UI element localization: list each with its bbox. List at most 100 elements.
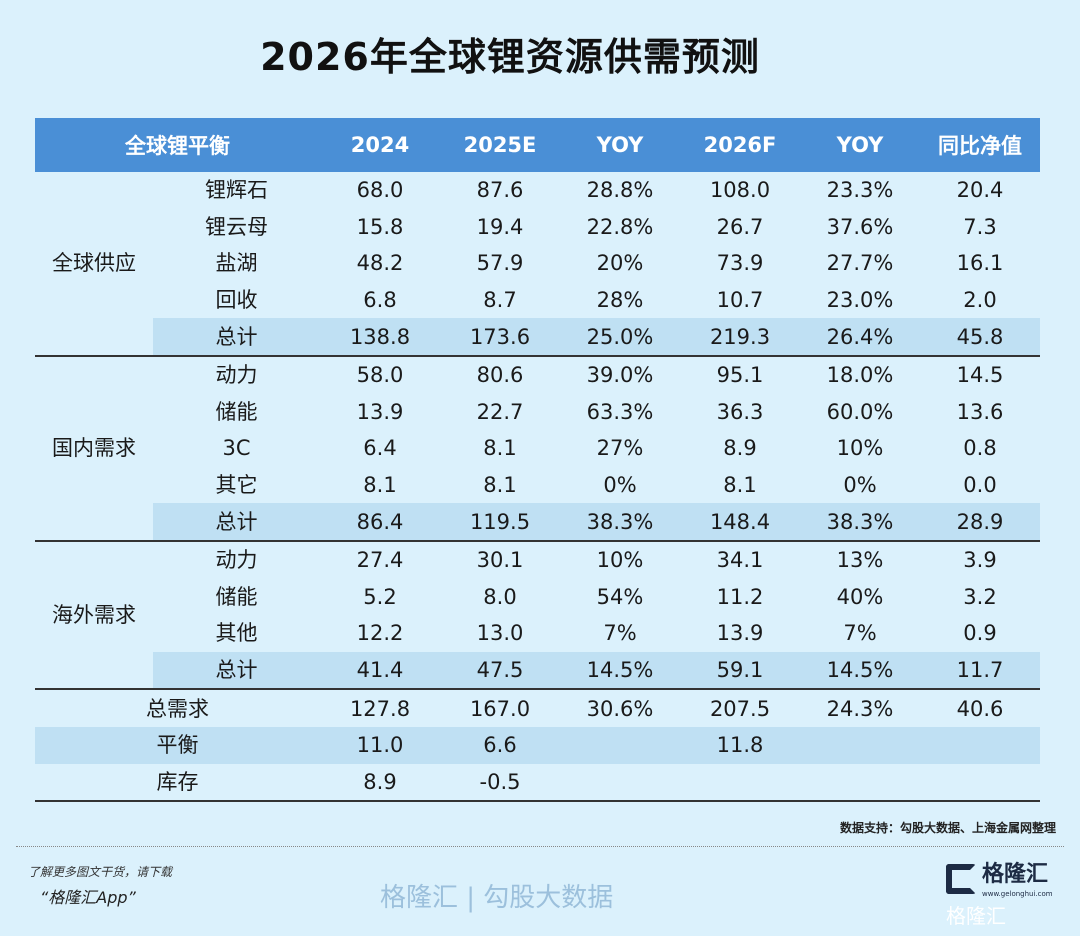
row-label: 动力 xyxy=(215,548,258,573)
row-label: 储能 xyxy=(215,584,258,609)
header-cell: 2025E xyxy=(440,118,560,172)
table-cell: 54% xyxy=(596,584,644,609)
table-cell: 57.9 xyxy=(476,251,524,276)
table-cell xyxy=(560,726,680,764)
table-cell: 37.6% xyxy=(826,214,894,239)
table-cell: 73.9 xyxy=(716,251,764,276)
table-row: 总计 41.4 47.5 14.5% 59.1 14.5% 11.7 xyxy=(35,651,1040,691)
row-label: 其他 xyxy=(215,621,258,646)
table-cell: 23.3% xyxy=(826,178,894,203)
promo-text: 了解更多图文干货，请下载 xyxy=(28,865,173,879)
table-cell: 87.6 xyxy=(476,178,524,203)
table-cell xyxy=(680,763,800,803)
table-cell: 68.0 xyxy=(356,178,404,203)
table-cell: 86.4 xyxy=(320,503,440,542)
table-cell: 22.7 xyxy=(476,399,524,424)
header-cell: 2024 xyxy=(320,118,440,172)
table-cell xyxy=(800,726,920,764)
table-cell: 15.8 xyxy=(356,214,404,239)
table-cell: 13.9 xyxy=(356,399,404,424)
table-cell: 219.3 xyxy=(680,318,800,357)
table-cell: 7% xyxy=(843,621,877,646)
promo-app-name: “格隆汇App” xyxy=(40,888,136,907)
table-cell: 13.9 xyxy=(716,621,764,646)
table-cell: 8.9 xyxy=(723,436,757,461)
table-row: 锂云母 15.8 19.4 22.8% 26.7 37.6% 7.3 xyxy=(35,209,1040,246)
table-cell xyxy=(920,763,1040,803)
table-row: 其它 8.1 8.1 0% 8.1 0% 0.0 xyxy=(35,467,1040,504)
table-cell: 26.7 xyxy=(716,214,764,239)
row-label: 锂云母 xyxy=(205,214,268,239)
logo-watermark-text: 格隆汇 xyxy=(946,904,1006,928)
group-label: 全球供应 xyxy=(35,172,153,357)
table-cell: 2.0 xyxy=(963,288,997,313)
table-cell: 27.7% xyxy=(826,251,894,276)
table-row: 海外需求 动力 27.4 30.1 10% 34.1 13% 3.9 xyxy=(35,540,1040,691)
row-label: 锂辉石 xyxy=(205,178,268,203)
table-cell: 6.4 xyxy=(363,436,397,461)
table-row: 回收 6.8 8.7 28% 10.7 23.0% 2.0 xyxy=(35,282,1040,319)
table-cell: 8.0 xyxy=(483,584,517,609)
table-cell: 138.8 xyxy=(320,318,440,357)
table-cell: 18.0% xyxy=(826,363,894,388)
table-cell: 38.3% xyxy=(560,503,680,542)
table-cell: 30.6% xyxy=(586,696,654,721)
table-cell: 14.5% xyxy=(560,651,680,691)
table-cell: 41.4 xyxy=(320,651,440,691)
table-cell: 34.1 xyxy=(716,548,764,573)
table-cell: 36.3 xyxy=(716,399,764,424)
header-cell: 同比净值 xyxy=(920,118,1040,172)
table-cell: 38.3% xyxy=(800,503,920,542)
table-cell: 11.7 xyxy=(920,651,1040,691)
table-cell: 13.6 xyxy=(956,399,1004,424)
row-label: 总计 xyxy=(153,651,320,691)
table-cell: 39.0% xyxy=(586,363,654,388)
table-cell: 27% xyxy=(596,436,644,461)
table-cell: 12.2 xyxy=(356,621,404,646)
table-cell xyxy=(560,763,680,803)
header-cell: 全球锂平衡 xyxy=(35,118,320,172)
header-cell: YOY xyxy=(800,118,920,172)
table-cell: 108.0 xyxy=(709,178,771,203)
row-label: 库存 xyxy=(35,763,320,803)
page-title: 2026年全球锂资源供需预测 xyxy=(260,35,760,79)
lithium-balance-table: 全球锂平衡 2024 2025E YOY 2026F YOY 同比净值 全球供应… xyxy=(35,118,1040,803)
table-cell: 60.0% xyxy=(826,399,894,424)
table-cell: 28.8% xyxy=(586,178,654,203)
table-cell: 59.1 xyxy=(680,651,800,691)
row-label: 平衡 xyxy=(35,726,320,764)
table-cell: 0% xyxy=(843,473,877,498)
table-cell: 5.2 xyxy=(363,584,397,609)
row-label: 总计 xyxy=(153,318,320,357)
row-label: 盐湖 xyxy=(215,251,258,276)
table-cell: 13% xyxy=(836,548,884,573)
table-cell: 8.1 xyxy=(723,473,757,498)
table-cell: 11.8 xyxy=(680,726,800,764)
table-cell: 16.1 xyxy=(956,251,1004,276)
table-cell: 95.1 xyxy=(716,363,764,388)
table-row: 总计 86.4 119.5 38.3% 148.4 38.3% 28.9 xyxy=(35,503,1040,542)
table-header-row: 全球锂平衡 2024 2025E YOY 2026F YOY 同比净值 xyxy=(35,118,1040,172)
table-cell: 6.8 xyxy=(363,288,397,313)
table-cell: 8.9 xyxy=(320,763,440,803)
table-cell: 28.9 xyxy=(920,503,1040,542)
table-cell: 25.0% xyxy=(560,318,680,357)
table-cell: 0.8 xyxy=(963,436,997,461)
table-cell: 45.8 xyxy=(920,318,1040,357)
table-cell: 48.2 xyxy=(356,251,404,276)
table-row: 全球供应 锂辉石 68.0 87.6 28.8% 108.0 23.3% 20.4 xyxy=(35,172,1040,357)
row-label: 3C xyxy=(222,436,251,461)
table-cell: 6.6 xyxy=(440,726,560,764)
table-row: 储能 5.2 8.0 54% 11.2 40% 3.2 xyxy=(35,579,1040,616)
table-cell: 19.4 xyxy=(476,214,524,239)
table-cell: 20% xyxy=(596,251,644,276)
table-cell: 7.3 xyxy=(963,214,997,239)
table-cell: 119.5 xyxy=(440,503,560,542)
table-cell: 20.4 xyxy=(956,178,1004,203)
table-cell: 14.5 xyxy=(956,363,1004,388)
table-cell: 13.0 xyxy=(476,621,524,646)
table-cell: 26.4% xyxy=(800,318,920,357)
table-cell: 8.1 xyxy=(483,436,517,461)
table-row: 总计 138.8 173.6 25.0% 219.3 26.4% 45.8 xyxy=(35,318,1040,357)
table-cell: 207.5 xyxy=(709,696,771,721)
